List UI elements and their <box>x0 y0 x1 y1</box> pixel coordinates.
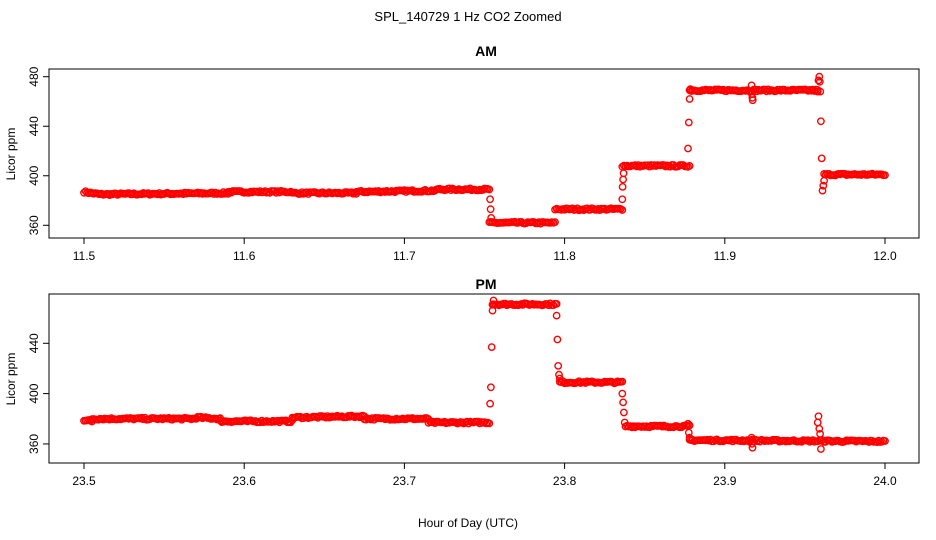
am-data-point <box>816 87 825 96</box>
am-data-point <box>747 81 756 90</box>
pm-data-point <box>552 311 561 320</box>
am-data-points <box>80 72 889 228</box>
pm-data-point <box>480 418 489 426</box>
pm-data-point <box>618 389 627 398</box>
pm-data-point <box>486 399 494 408</box>
pm-y-tick-label: 360 <box>27 434 41 454</box>
am-data-point <box>820 176 828 185</box>
pm-panel: PM Licor ppm 23.5 23.6 23.7 23.8 23.9 24.0 36… <box>4 276 920 488</box>
pm-data-point <box>748 439 756 448</box>
am-data-point <box>486 195 494 204</box>
am-data-point <box>814 76 823 85</box>
am-data-point <box>618 182 627 191</box>
am-y-axis-label: Licor ppm <box>4 128 18 181</box>
pm-data-point <box>485 419 494 428</box>
pm-data-point <box>619 398 627 407</box>
am-x-axis: 11.5 11.6 11.7 11.8 11.9 12.0 <box>73 237 897 263</box>
pm-y-axis: 360 400 440 <box>27 333 50 454</box>
pm-x-tick-label: 23.9 <box>713 474 737 488</box>
am-y-tick-label: 440 <box>27 116 41 136</box>
pm-x-tick-label: 23.6 <box>233 474 257 488</box>
am-data-point <box>819 181 828 190</box>
am-data-point <box>684 144 692 153</box>
am-data-point <box>817 117 825 126</box>
pm-data-point <box>555 374 564 383</box>
am-data-point <box>486 205 495 214</box>
pm-data-point <box>554 361 563 370</box>
am-y-tick-label: 400 <box>27 165 41 185</box>
pm-data-point <box>555 370 563 379</box>
pm-data-points <box>80 296 889 453</box>
pm-data-point <box>618 377 627 386</box>
am-data-point <box>485 185 494 194</box>
am-data-point <box>685 161 694 170</box>
pm-data-point <box>620 418 629 427</box>
pm-y-tick-label: 400 <box>27 383 41 403</box>
pm-panel-title: PM <box>476 276 497 292</box>
am-y-tick-label: 360 <box>27 215 41 235</box>
am-data-point <box>618 195 627 204</box>
figure-title: SPL_140729 1 Hz CO2 Zoomed <box>374 9 561 24</box>
am-panel-title: AM <box>475 43 497 59</box>
pm-data-point <box>684 419 692 428</box>
pm-data-point <box>815 424 824 433</box>
am-data-point <box>817 154 826 163</box>
pm-data-point <box>620 408 628 417</box>
pm-data-point <box>489 300 497 309</box>
pm-data-point <box>489 296 498 305</box>
pm-data-point <box>486 383 495 392</box>
am-y-tick-label: 480 <box>27 66 41 86</box>
pm-data-point <box>553 335 562 344</box>
am-data-point <box>685 95 694 103</box>
pm-data-point <box>685 433 694 442</box>
pm-data-point <box>813 418 822 427</box>
am-x-tick-label: 11.6 <box>233 249 256 263</box>
pm-data-point <box>814 412 823 421</box>
am-x-tick-label: 11.9 <box>714 249 737 263</box>
am-data-point <box>686 85 695 94</box>
pm-data-point <box>487 343 496 351</box>
am-x-tick-label: 11.7 <box>393 249 416 263</box>
pm-data-point <box>748 443 757 452</box>
am-data-point <box>881 171 889 180</box>
pm-x-axis: 23.5 23.6 23.7 23.8 23.9 24.0 <box>72 462 897 488</box>
am-data-point <box>619 175 627 184</box>
pm-data-point <box>881 437 889 445</box>
x-axis-label: Hour of Day (UTC) <box>418 516 518 530</box>
pm-data-point <box>816 429 824 438</box>
am-x-tick-label: 12.0 <box>873 249 897 263</box>
pm-data-point <box>685 421 694 430</box>
am-data-point <box>809 85 817 94</box>
am-data-point <box>815 72 824 81</box>
am-data-point <box>618 206 627 214</box>
am-y-axis: 360 400 440 480 <box>27 66 50 235</box>
am-data-point <box>815 77 824 86</box>
am-data-point <box>818 186 827 195</box>
pm-data-point <box>817 445 825 453</box>
am-panel: AM Licor ppm 11.5 11.6 11.7 11.8 11.9 12.0 36… <box>4 43 920 263</box>
am-data-point <box>684 118 693 127</box>
am-data-point <box>748 96 757 105</box>
am-data-point <box>487 213 496 222</box>
am-data-point <box>619 169 628 178</box>
pm-data-point <box>552 299 561 308</box>
pm-data-point <box>684 428 693 437</box>
pm-x-tick-label: 24.0 <box>873 474 897 488</box>
am-data-point <box>551 218 559 227</box>
pm-y-tick-label: 440 <box>27 333 41 353</box>
am-x-tick-label: 11.8 <box>553 249 576 263</box>
pm-x-tick-label: 23.7 <box>393 474 417 488</box>
pm-x-tick-label: 23.8 <box>553 474 577 488</box>
am-data-point <box>813 87 822 96</box>
pm-y-axis-label: Licor ppm <box>4 353 18 406</box>
am-x-tick-label: 11.5 <box>73 249 96 263</box>
pm-x-tick-label: 23.5 <box>72 474 96 488</box>
